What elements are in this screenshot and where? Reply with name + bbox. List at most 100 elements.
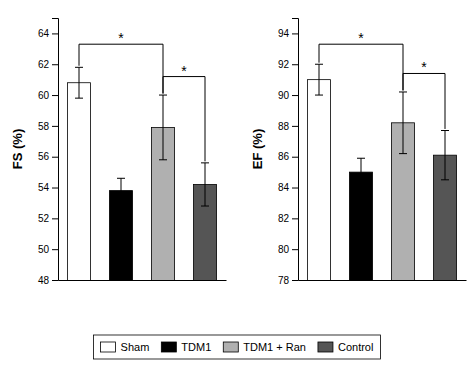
y-tick: 78 [278,275,298,286]
y-tick: 90 [278,90,298,101]
y-tick-label: 86 [278,151,290,162]
significance-bracket [319,44,403,90]
y-tick-mark [52,249,58,250]
bar [349,172,372,280]
legend-label: Control [338,341,373,353]
x-axis-line [59,280,227,281]
y-tick-label: 58 [38,121,50,132]
error-bar-cap [75,67,83,68]
y-tick-mark [52,95,58,96]
error-bar-stem [163,95,164,160]
x-axis [299,280,467,281]
y-axis-line [52,19,59,281]
error-bar-cap [441,130,449,131]
y-tick-mark [292,95,298,96]
y-tick-mark [52,280,58,281]
y-tick-mark [292,249,298,250]
error-bar [117,178,125,203]
y-tick: 62 [38,59,58,70]
legend-label: TDM1 + Ran [243,341,306,353]
y-tick-label: 64 [38,28,50,39]
legend-label: Sham [121,341,150,353]
y-tick-mark [292,218,298,219]
error-bar-stem [361,158,362,186]
y-tick-mark [292,33,298,34]
annotation: * [421,59,427,75]
y-tick-label: 78 [278,275,290,286]
y-tick-label: 50 [38,244,50,255]
error-bar-cap [159,159,167,160]
y-tick: 88 [278,121,298,132]
bar [307,80,330,280]
y-tick-label: 52 [38,213,50,224]
y-tick: 86 [278,151,298,162]
legend-item: TDM1 [161,341,211,353]
error-bar-cap [357,185,365,186]
y-tick-mark [52,157,58,158]
error-bar [75,67,83,98]
error-bar-cap [117,178,125,179]
legend-label: TDM1 [181,341,211,353]
error-bar [357,158,365,186]
y-axis: 78 80 82 84 86 88 90 92 94 [278,19,299,286]
y-tick-mark [292,280,298,281]
error-bar-cap [357,158,365,159]
significance-bracket [163,77,205,162]
y-tick: 82 [278,213,298,224]
y-tick: 80 [278,244,298,255]
error-bar-stem [445,131,446,180]
y-tick: 50 [38,244,58,255]
y-tick-label: 56 [38,151,50,162]
error-bar [399,92,407,154]
y-tick: 48 [38,275,58,286]
legend-swatch [161,342,176,352]
error-bar-stem [403,92,404,154]
x-axis [59,280,227,281]
y-tick-label: 84 [278,182,290,193]
y-tick-mark [292,64,298,65]
panel: 485052545658606264FS (%)** [10,19,227,369]
error-bar-cap [75,98,83,99]
bar [67,83,90,280]
x-axis-line [299,280,467,281]
legend-swatch [318,342,333,352]
error-bar-cap [441,179,449,180]
y-tick-label: 48 [38,275,50,286]
error-bar [201,163,209,206]
significance-bracket [403,73,445,128]
y-tick: 56 [38,151,58,162]
y-tick-mark [292,157,298,158]
y-tick-label: 94 [278,28,290,39]
y-axis-title: EF (%) [250,129,265,169]
y-axis-line [292,19,299,281]
error-bar-cap [117,202,125,203]
error-bar-cap [315,64,323,65]
y-tick-mark [292,188,298,189]
error-bar-cap [201,206,209,207]
y-axis-title: FS (%) [10,129,25,169]
plot-area [67,44,216,280]
y-tick-label: 90 [278,90,290,101]
y-tick: 84 [278,182,298,193]
y-tick-mark [52,218,58,219]
y-axis: 485052545658606264 [38,19,59,286]
annotation: * [181,63,187,79]
error-bar-stem [121,178,122,203]
legend-frame [94,335,381,359]
error-bar-cap [159,95,167,96]
chart: 485052545658606264FS (%)**78808284868890… [0,0,474,369]
error-bar-cap [399,91,407,92]
y-tick: 64 [38,28,58,39]
legend-swatch [223,342,238,352]
y-tick: 94 [278,28,298,39]
plot-area [307,44,456,280]
y-tick-mark [52,188,58,189]
error-bar-stem [79,67,80,98]
legend-item: Sham [101,341,150,353]
annotation: * [118,30,124,46]
y-tick: 92 [278,59,298,70]
annotation: * [358,30,364,46]
y-tick: 54 [38,182,58,193]
legend: Sham TDM1 TDM1 + Ran Control [94,335,381,359]
y-tick-mark [292,126,298,127]
